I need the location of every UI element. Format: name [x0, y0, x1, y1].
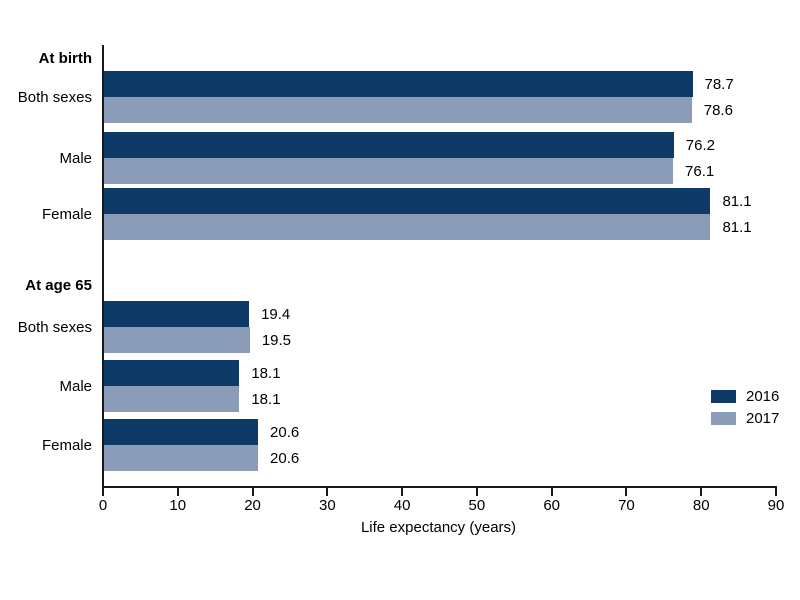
- x-tick: [176, 488, 179, 496]
- value-label: 20.6: [270, 450, 300, 467]
- bar-2017-at-birth-male: [104, 157, 674, 184]
- category-label-at-birth-female: Female: [41, 206, 92, 223]
- value-label: 76.1: [685, 162, 715, 180]
- category-label-at-age-65-male: Male: [59, 378, 92, 395]
- x-tick: [700, 488, 703, 496]
- bar-2016-at-birth-both-sexes: [104, 71, 693, 97]
- legend-row-2016: 2016: [711, 388, 780, 405]
- x-tick-label: 30: [318, 497, 336, 514]
- bar-2017-at-age-65-female: [104, 445, 259, 471]
- value-label: 76.2: [685, 136, 715, 154]
- value-label: 18.1: [251, 391, 281, 408]
- bar-2016-at-age-65-female: [104, 419, 259, 445]
- x-tick-label: 40: [393, 497, 411, 514]
- value-label: 81.1: [722, 219, 752, 236]
- x-tick: [102, 488, 104, 496]
- value-label: 19.4: [261, 306, 291, 323]
- x-tick: [625, 488, 628, 496]
- bar-2016-at-birth-female: [104, 188, 711, 214]
- x-tick-label: 20: [244, 497, 261, 514]
- x-tick-label: 10: [169, 497, 187, 514]
- value-label: 18.1: [251, 365, 281, 382]
- legend-label-2017: 2017: [746, 410, 780, 427]
- x-tick: [550, 488, 553, 496]
- value-label: 78.6: [703, 102, 733, 119]
- bar-2016-at-age-65-both-sexes: [104, 301, 250, 327]
- legend-swatch-2017: [711, 412, 736, 425]
- category-label-at-age-65-female: Female: [41, 437, 92, 454]
- x-tick-label: 70: [618, 497, 635, 514]
- category-label-at-birth-both-sexes: Both sexes: [17, 89, 92, 106]
- bar-2017-at-birth-female: [104, 214, 711, 240]
- value-label: 78.7: [704, 76, 734, 93]
- bar-2016-at-birth-male: [104, 131, 674, 158]
- x-tick: [326, 488, 329, 496]
- x-tick-label: 80: [692, 497, 710, 514]
- bar-2017-at-birth-both-sexes: [104, 97, 692, 123]
- group-label-at-birth: At birth: [38, 50, 92, 67]
- x-tick: [775, 488, 777, 496]
- bar-2017-at-age-65-both-sexes: [104, 327, 250, 353]
- bar-2016-at-age-65-male: [104, 360, 240, 386]
- x-tick: [401, 488, 404, 496]
- legend-label-2016: 2016: [746, 388, 780, 405]
- x-tick: [251, 488, 254, 496]
- group-label-at-age-65: At age 65: [25, 277, 92, 294]
- x-tick-label: 90: [767, 497, 785, 514]
- x-tick-label: 50: [468, 497, 486, 514]
- value-label: 20.6: [270, 424, 300, 441]
- legend: 2016 2017: [711, 388, 780, 433]
- x-tick-label: 0: [98, 497, 108, 514]
- x-tick: [475, 488, 478, 496]
- category-label-at-birth-male: Male: [59, 149, 92, 167]
- category-label-at-age-65-both-sexes: Both sexes: [17, 319, 92, 336]
- y-axis-line: [102, 45, 104, 488]
- bar-2017-at-age-65-male: [104, 386, 240, 412]
- value-label: 19.5: [261, 332, 292, 349]
- x-axis-title: Life expectancy (years): [360, 519, 517, 536]
- x-tick-label: 60: [543, 497, 560, 514]
- x-axis-line: [102, 486, 777, 488]
- legend-row-2017: 2017: [711, 410, 780, 427]
- legend-swatch-2016: [711, 390, 736, 403]
- value-label: 81.1: [722, 193, 752, 210]
